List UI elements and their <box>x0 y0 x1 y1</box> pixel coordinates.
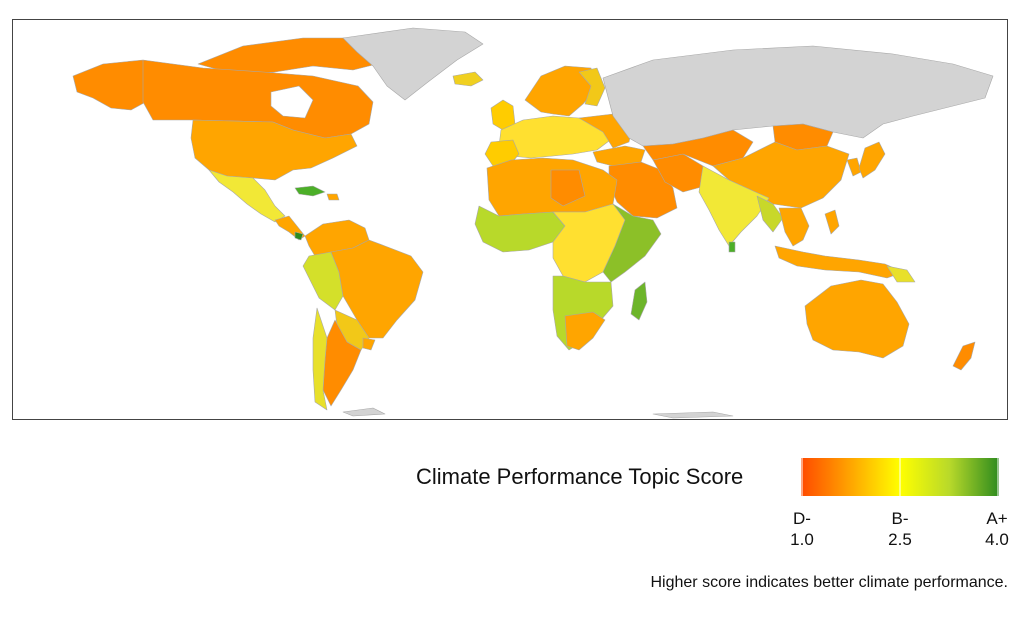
central-africa <box>552 203 626 283</box>
caption: Higher score indicates better climate pe… <box>650 574 1009 591</box>
philippines <box>824 209 840 235</box>
sri-lanka <box>728 241 736 253</box>
antarctica-fragment <box>342 407 386 417</box>
brazil <box>330 239 424 339</box>
new-zealand <box>952 341 976 371</box>
kazakhstan-central-asia <box>642 129 754 167</box>
southeast-asia <box>778 207 810 247</box>
iceland <box>452 71 484 87</box>
world-choropleth-map <box>12 19 1008 420</box>
costa-rica <box>294 231 304 241</box>
papua-new-guinea <box>886 265 916 283</box>
bangladesh-myanmar <box>756 195 784 233</box>
world-map-svg <box>72 27 994 419</box>
legend-tick-value: 2.5 <box>888 530 912 549</box>
legend-title: Climate Performance Topic Score <box>416 464 744 489</box>
finland <box>578 67 606 107</box>
south-asia <box>698 165 770 247</box>
south-africa <box>564 311 606 351</box>
legend-tick-value: 1.0 <box>790 530 814 549</box>
chile <box>312 307 328 411</box>
korea <box>846 157 862 177</box>
legend-tick-grade: D- <box>793 509 811 528</box>
greenland <box>342 27 484 101</box>
madagascar <box>630 281 648 321</box>
antarctica-fragment-east <box>652 411 734 419</box>
uruguay <box>362 337 376 351</box>
usa <box>190 119 358 181</box>
alaska <box>72 59 154 111</box>
australia <box>804 279 910 359</box>
legend-tick-value: 4.0 <box>985 530 1009 549</box>
legend-tick-grade: B- <box>891 509 909 528</box>
hispaniola <box>326 193 340 201</box>
libya <box>550 169 586 207</box>
east-africa <box>602 203 662 283</box>
japan <box>858 141 886 179</box>
legend-color-scale <box>801 458 999 496</box>
caribbean-islands <box>294 185 326 197</box>
legend-tick-grade: A+ <box>986 509 1008 528</box>
hudson-bay <box>270 85 314 119</box>
indonesia <box>774 245 904 279</box>
